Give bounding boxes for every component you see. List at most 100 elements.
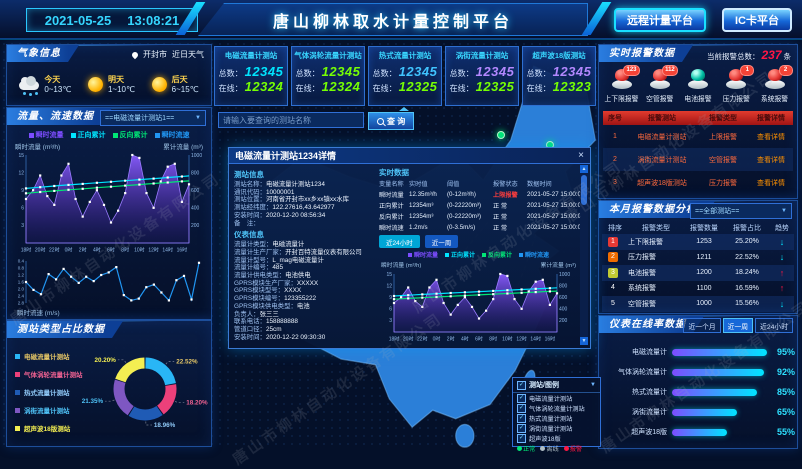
popup-tab-1[interactable]: 近一周 bbox=[424, 235, 459, 248]
scroll-down-icon[interactable]: ▼ bbox=[580, 337, 588, 345]
alarm-icon-item[interactable]: 电池报警 bbox=[680, 69, 717, 103]
alarm-row-station: 涡街流量计测站 bbox=[637, 156, 687, 164]
remote-platform-button[interactable]: 远程计量平台 bbox=[614, 8, 706, 32]
map-station-marker[interactable] bbox=[497, 131, 505, 139]
popup-field-label: 流量计型号： bbox=[234, 256, 273, 264]
realtime-status: 正 常 bbox=[493, 203, 508, 210]
stat-online-row: 在线： 12324 bbox=[294, 79, 362, 94]
popup-field-label: 测站位置： bbox=[234, 196, 266, 204]
online-tab-2[interactable]: 近24小时 bbox=[755, 318, 793, 333]
alarm-icon-item[interactable]: 2 系统报警 bbox=[756, 65, 793, 103]
map-legend-item[interactable]: ✓ 涡街流量计测站 bbox=[513, 423, 600, 433]
view-detail-link[interactable]: 查看详情 bbox=[757, 133, 785, 141]
map-legend-item-label: 超声波18版 bbox=[529, 435, 561, 443]
stat-card[interactable]: 涡街流量计测站 总数： 12345 在线： 12325 bbox=[445, 46, 519, 106]
search-button[interactable]: 查 询 bbox=[368, 112, 415, 130]
month-table-row: 3 电池报警 1200 18.24% ↑ bbox=[602, 265, 794, 281]
popup-field-value: 电池 bbox=[296, 302, 310, 310]
checkbox-icon[interactable]: ✓ bbox=[517, 413, 526, 423]
month-panel-title: 本月报警数据分析 bbox=[599, 201, 715, 218]
stat-card[interactable]: 电磁流量计测站 总数： 12345 在线： 12324 bbox=[214, 46, 288, 106]
popup-field-value: 电池供电 bbox=[285, 272, 311, 280]
checkbox-icon[interactable]: ✓ bbox=[517, 380, 526, 390]
svg-text:0.4: 0.4 bbox=[18, 259, 25, 264]
popup-scrollbar[interactable]: ▲ ▼ bbox=[580, 165, 588, 345]
status-dot-icon bbox=[517, 446, 522, 451]
legend-swatch bbox=[15, 389, 20, 395]
stat-total-label: 总数： bbox=[526, 69, 551, 78]
checkbox-icon[interactable]: ✓ bbox=[517, 393, 526, 403]
map-legend-item[interactable]: ✓ 气体涡轮流量计测站 bbox=[513, 403, 600, 413]
all-stations-dropdown[interactable]: ==全部测站== ▼ bbox=[690, 203, 792, 219]
alarm-bell-icon: 1 bbox=[725, 65, 755, 89]
popup-field-label: 流量计生产厂家： bbox=[234, 248, 286, 256]
popup-field-row: GPRS模块供电类型： 电池 bbox=[234, 303, 374, 311]
chevron-down-icon[interactable]: ▼ bbox=[590, 382, 596, 388]
stat-card[interactable]: 气体涡轮流量计测站 总数： 12345 在线： 12324 bbox=[291, 46, 365, 106]
popup-field-row: 测站经纬度： 122.27616,43.642977 bbox=[234, 204, 374, 212]
map-legend-item[interactable]: ✓ 电磁流量计测站 bbox=[513, 393, 600, 403]
checkbox-icon[interactable]: ✓ bbox=[517, 423, 526, 433]
svg-text:4时: 4时 bbox=[461, 336, 469, 343]
legend-item: 瞬时流量 bbox=[28, 130, 64, 140]
realtime-alarm-panel: 实时报警数据 当前报警总数： 237 条 123 上下限报警 112 空管报警 电池报警… bbox=[598, 44, 798, 199]
svg-text:6时: 6时 bbox=[107, 247, 115, 254]
map-legend-item[interactable]: ✓ 超声波18版 bbox=[513, 433, 600, 443]
map-legend-item[interactable]: ✓ 热式流量计测站 bbox=[513, 413, 600, 423]
realtime-cell: (0-22220m³) bbox=[447, 213, 482, 220]
popup-field-label: 测站名称： bbox=[234, 181, 266, 188]
alarm-col-header: 报警类型 bbox=[709, 115, 737, 122]
alarm-icon-item[interactable]: 123 上下限报警 bbox=[603, 65, 640, 103]
popup-field-value: 10000001 bbox=[265, 188, 295, 196]
realtime-cell: 正向累计 bbox=[379, 203, 404, 210]
trend-down-icon: ↓ bbox=[779, 236, 785, 247]
online-rate-bars: 电磁流量计 95% 气体涡轮流量计 92% 热式流量计 85% 涡街流量计 65% 超声波18版… bbox=[603, 342, 796, 442]
scroll-up-icon[interactable]: ▲ bbox=[580, 165, 588, 173]
collapse-caret-icon[interactable] bbox=[399, 107, 409, 111]
online-bar-pct: 95% bbox=[777, 347, 796, 357]
svg-text:200: 200 bbox=[559, 318, 568, 324]
stat-card[interactable]: 热式流量计测站 总数： 12345 在线： 12325 bbox=[368, 46, 442, 106]
online-tab-0[interactable]: 近一个月 bbox=[683, 318, 721, 333]
station-select-value: ==电磁流量计测站1== bbox=[105, 115, 175, 122]
alarm-bell-base bbox=[649, 80, 670, 89]
chart-svg: 3 6 9 12 15 200 400 600 800 1000 18时 20时 22时 0时 2时 4时 6时… bbox=[18, 153, 202, 254]
station-select-dropdown[interactable]: ==电磁流量计测站1== ▼ bbox=[100, 110, 206, 126]
svg-text:2.8: 2.8 bbox=[18, 301, 25, 306]
popup-field-label: 联系电话： bbox=[234, 318, 266, 326]
online-bar-fill bbox=[672, 388, 757, 396]
map-legend: ✓ 测站/图例 ▼ ✓ 电磁流量计测站 ✓ 气体涡轮流量计测站 ✓ 热式流量计测站 ✓ 涡街流… bbox=[512, 377, 601, 453]
velocity-axis-label: 瞬时流速 (m/s) bbox=[17, 310, 60, 317]
alarm-col-header: 序号 bbox=[608, 115, 622, 122]
scrollbar-thumb[interactable] bbox=[581, 175, 587, 205]
close-icon[interactable]: × bbox=[578, 149, 584, 161]
online-bar-track bbox=[672, 388, 772, 396]
svg-text:14时: 14时 bbox=[530, 336, 541, 343]
map-legend-status: 正常 离线 报警 bbox=[513, 443, 600, 454]
weather-day-range: 1~10℃ bbox=[107, 85, 135, 94]
popup-field-value: 2020-12-22 09:30:30 bbox=[265, 333, 326, 341]
stat-online-row: 在线： 12325 bbox=[371, 79, 439, 94]
view-detail-link[interactable]: 查看详情 bbox=[757, 179, 785, 187]
popup-field-value: 河南省开封市xx乡xx镇xx水库 bbox=[265, 196, 350, 204]
search-input[interactable] bbox=[218, 112, 364, 128]
checkbox-icon[interactable]: ✓ bbox=[517, 403, 526, 413]
popup-field-value: 电磁流量计 bbox=[272, 241, 305, 249]
stat-total-row: 总数： 12345 bbox=[525, 64, 593, 79]
alarm-table-row: 3 超声波18版测站 压力报警 查看详情 bbox=[603, 171, 793, 194]
view-detail-link[interactable]: 查看详情 bbox=[757, 156, 785, 164]
station-type-panel: 测站类型占比数据 电磁流量计测站 气体涡轮流量计测站 热式流量计测站 涡街流量计测站超… bbox=[6, 320, 212, 447]
realtime-cell: 反向累计 bbox=[379, 214, 404, 221]
popup-tab-0[interactable]: 近24小时 bbox=[379, 235, 420, 248]
alarm-bell-base bbox=[688, 80, 708, 89]
checkbox-icon[interactable]: ✓ bbox=[517, 433, 526, 443]
map-legend-header[interactable]: ✓ 测站/图例 ▼ bbox=[513, 378, 600, 393]
alarm-bell-dome bbox=[691, 69, 705, 81]
realtime-cell: 12354m³ bbox=[409, 202, 434, 209]
ic-card-platform-button[interactable]: IC卡平台 bbox=[722, 8, 792, 32]
weather-panel: 气象信息 开封市 近日天气 今天 0~13℃ 明天 1~10℃ 后天 6~15℃ bbox=[6, 44, 212, 106]
alarm-icon-item[interactable]: 112 空管报警 bbox=[641, 65, 678, 103]
alarm-icon-item[interactable]: 1 压力报警 bbox=[718, 65, 755, 103]
online-tab-1[interactable]: 近一周 bbox=[722, 318, 754, 333]
stat-card[interactable]: 超声波18版测站 总数： 12345 在线： 12323 bbox=[522, 46, 596, 106]
